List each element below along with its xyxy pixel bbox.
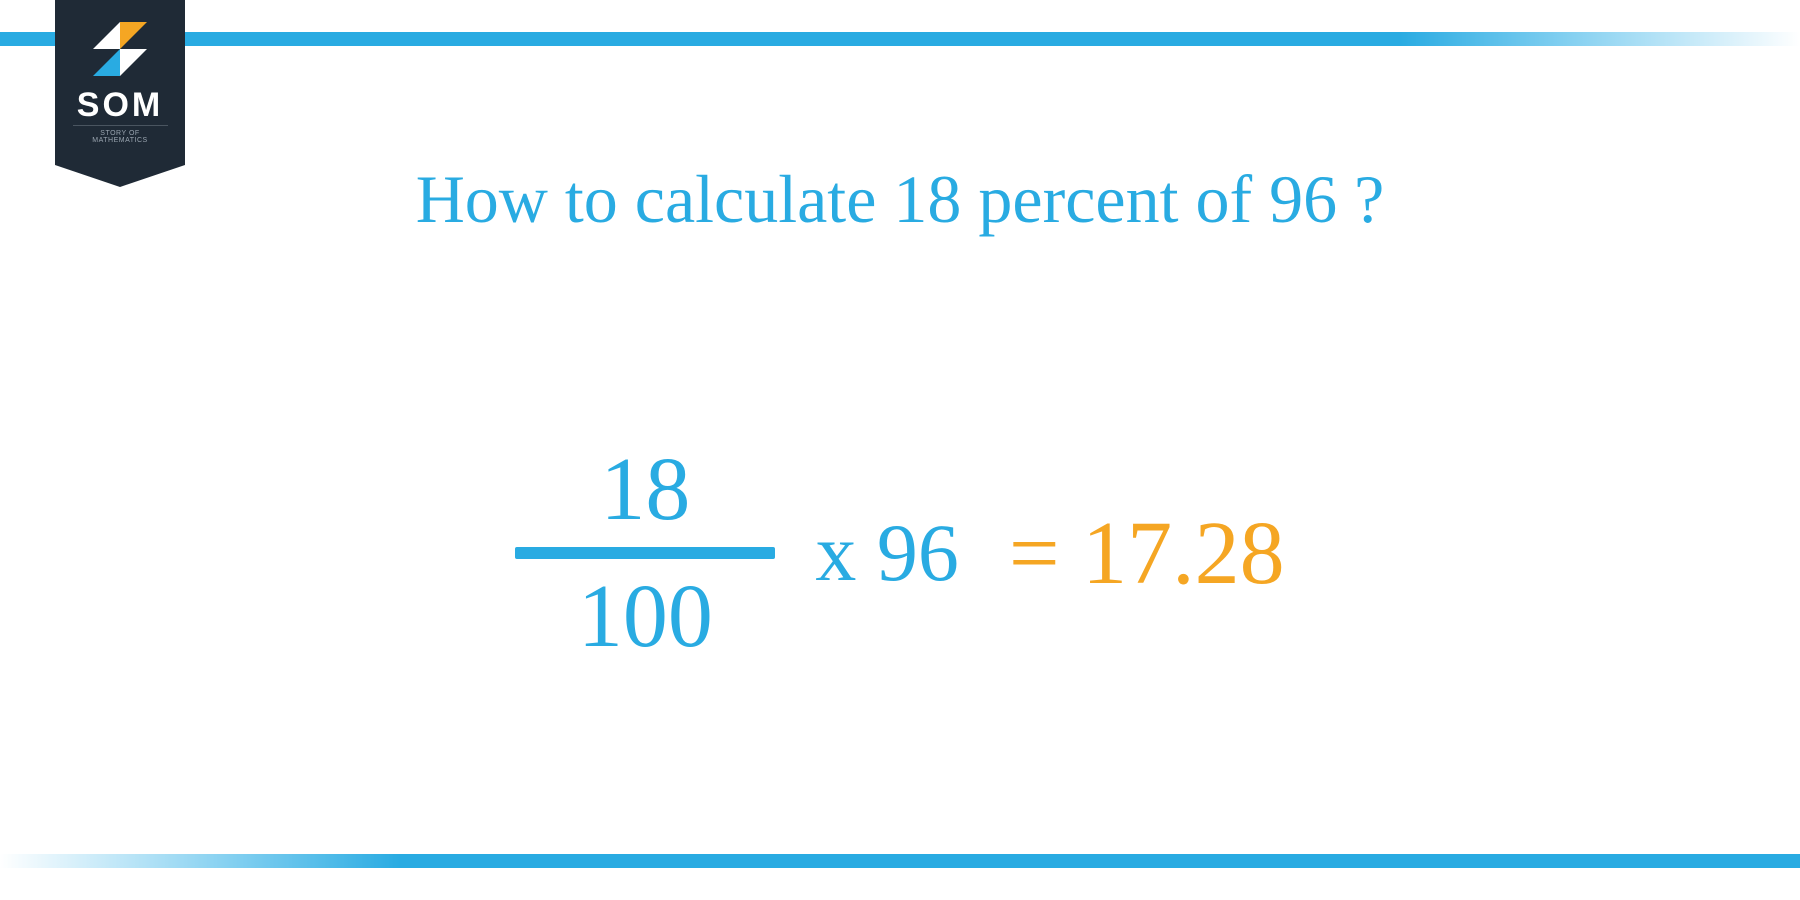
- logo-subtext: STORY OF MATHEMATICS: [73, 125, 168, 144]
- bottom-bar-middle: [400, 854, 1480, 868]
- equation-result: = 17.28: [1009, 502, 1285, 605]
- logo-triangle-bl: [93, 49, 120, 76]
- bottom-bar-right: [1480, 854, 1800, 868]
- bottom-accent-bar: [0, 854, 1800, 868]
- top-accent-bar: [0, 32, 1800, 46]
- fraction: 18 100: [515, 440, 775, 666]
- logo-text: SOM: [77, 88, 163, 122]
- fraction-denominator: 100: [578, 559, 713, 666]
- multiply-term: x 96: [815, 506, 959, 600]
- page-title: How to calculate 18 percent of 96 ?: [0, 160, 1800, 239]
- logo-triangle-tr: [120, 22, 147, 49]
- top-bar-middle: [180, 32, 1400, 46]
- top-bar-fade: [1400, 32, 1800, 46]
- fraction-numerator: 18: [600, 440, 690, 547]
- bottom-bar-fade: [0, 854, 400, 868]
- logo-icon: [93, 22, 147, 76]
- content-area: How to calculate 18 percent of 96 ?: [0, 160, 1800, 239]
- equation: 18 100 x 96 = 17.28: [0, 440, 1800, 666]
- logo-triangle-tl: [93, 22, 120, 49]
- fraction-bar: [515, 547, 775, 559]
- logo-triangle-br: [120, 49, 147, 76]
- logo-badge: SOM STORY OF MATHEMATICS: [55, 0, 185, 165]
